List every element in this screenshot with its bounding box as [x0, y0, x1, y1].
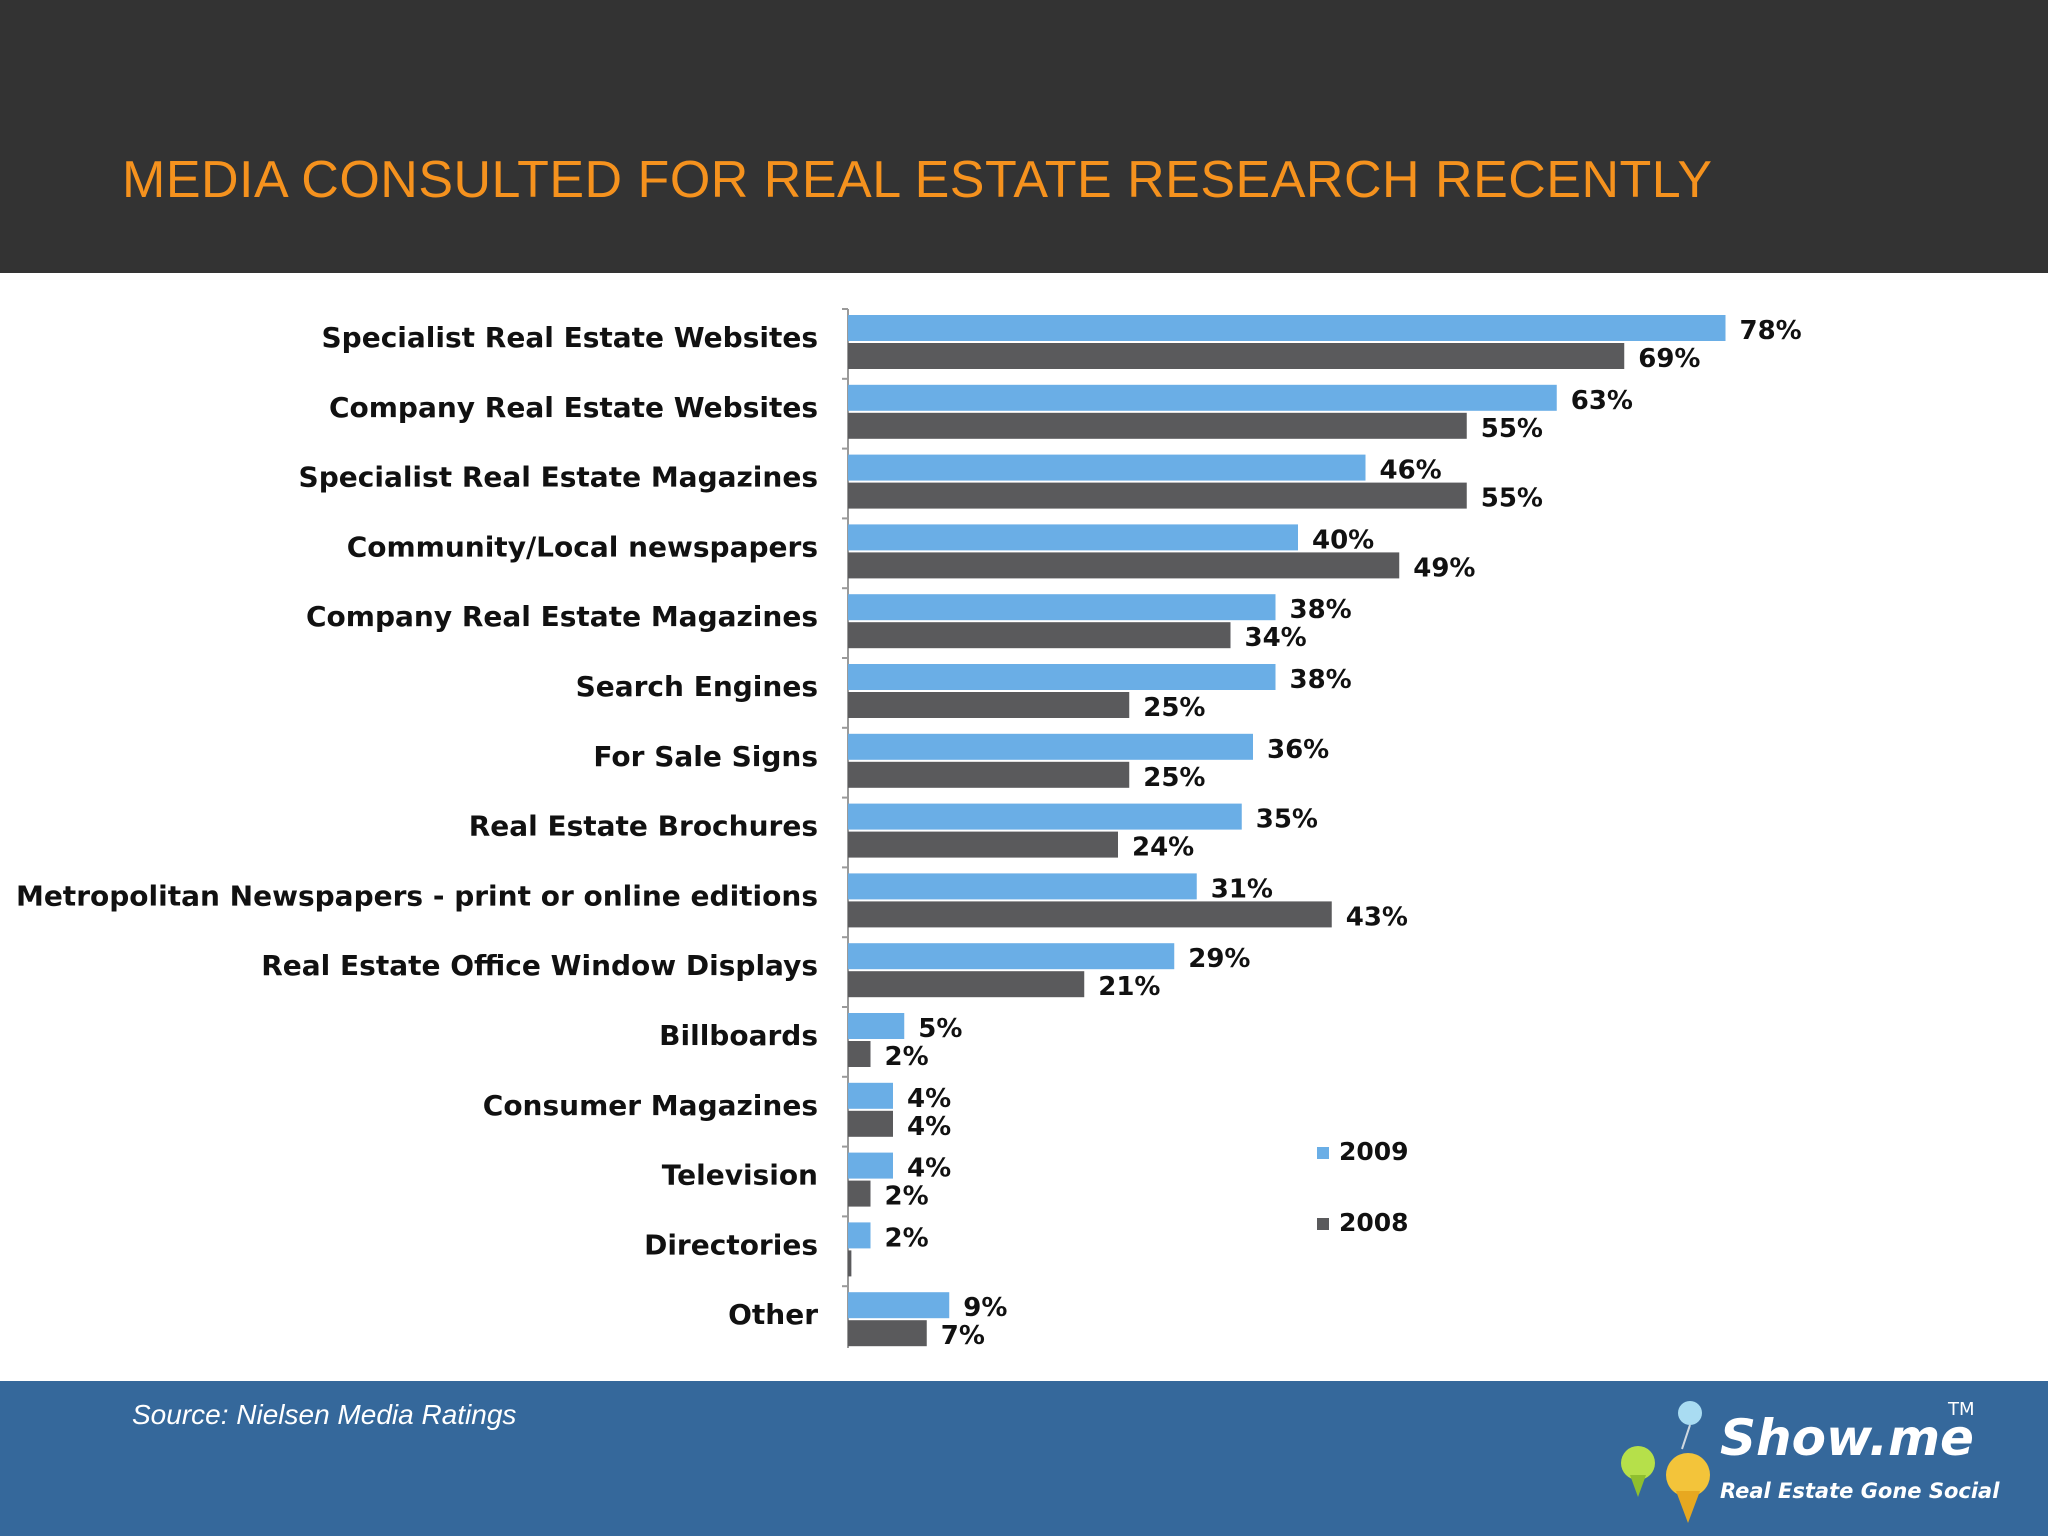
data-label-2009: 38% — [1290, 595, 1352, 625]
legend-swatch-2008 — [1317, 1218, 1329, 1230]
category-label: For Sale Signs — [593, 740, 818, 773]
bar-2009 — [848, 1292, 950, 1319]
bar-2008 — [848, 552, 1400, 579]
data-label-2009: 38% — [1290, 665, 1352, 695]
data-label-2008: 21% — [1098, 972, 1160, 1002]
legend-label-2008: 2008 — [1339, 1208, 1409, 1237]
bar-2008 — [848, 971, 1085, 998]
bar-2008 — [848, 1320, 927, 1347]
category-label: Television — [662, 1159, 818, 1192]
data-label-2008: 49% — [1413, 553, 1475, 583]
category-label: Billboards — [659, 1019, 818, 1052]
data-label-2008: 2% — [885, 1182, 929, 1212]
data-label-2009: 46% — [1380, 456, 1442, 486]
trademark-mark: TM — [1948, 1399, 1975, 1420]
show-me-logo: Show.me Real Estate Gone Social TM — [1618, 1399, 1999, 1529]
bar-2009 — [848, 1152, 893, 1179]
bar-2008 — [848, 901, 1332, 928]
data-label-2009: 29% — [1188, 944, 1250, 974]
bar-2008 — [848, 1250, 852, 1277]
bar-2008 — [848, 1041, 871, 1067]
bar-2008 — [848, 343, 1625, 369]
data-label-2008: 43% — [1346, 902, 1408, 932]
balloon-icon — [1621, 1401, 1710, 1523]
source-note: Source: Nielsen Media Ratings — [132, 1399, 517, 1430]
data-label-2009: 78% — [1740, 316, 1802, 346]
bar-2009 — [848, 1222, 871, 1249]
logo-tagline: Real Estate Gone Social — [1720, 1479, 2000, 1503]
category-label: Community/Local newspapers — [347, 530, 818, 563]
data-label-2009: 35% — [1256, 805, 1318, 835]
bar-2008 — [848, 1110, 893, 1137]
data-label-2008: 4% — [907, 1112, 951, 1142]
bar-2008 — [848, 692, 1130, 718]
data-label-2008: 55% — [1481, 484, 1543, 514]
data-label-2009: 4% — [907, 1154, 951, 1184]
category-label: Directories — [644, 1228, 818, 1261]
category-label: Other — [728, 1298, 818, 1331]
category-label: Specialist Real Estate Websites — [322, 321, 819, 354]
bar-2008 — [848, 482, 1467, 509]
category-label: Company Real Estate Magazines — [306, 600, 818, 633]
category-label: Real Estate Office Window Displays — [261, 949, 818, 982]
bar-2009 — [848, 733, 1253, 760]
bar-2008 — [848, 622, 1231, 649]
data-label-2008: 24% — [1132, 833, 1194, 863]
bar-2009 — [848, 384, 1557, 411]
legend-swatch-2009 — [1317, 1147, 1329, 1159]
data-label-2008: 55% — [1481, 414, 1543, 444]
data-label-2008: 7% — [941, 1321, 985, 1351]
bar-2009 — [848, 454, 1366, 481]
bar-2009 — [848, 1082, 893, 1109]
bar-2009 — [848, 1013, 905, 1039]
bar-2008 — [848, 412, 1467, 439]
category-label: Consumer Magazines — [483, 1089, 818, 1122]
category-label: Real Estate Brochures — [469, 810, 818, 843]
bar-2008 — [848, 831, 1118, 858]
footer-bar: Source: Nielsen Media Ratings Show.me Re… — [0, 1381, 2048, 1536]
data-label-2008: 34% — [1245, 623, 1307, 653]
bar-2008 — [848, 1180, 871, 1207]
category-label: Specialist Real Estate Magazines — [299, 461, 818, 494]
bar-2008 — [848, 761, 1130, 788]
data-label-2009: 2% — [885, 1223, 929, 1253]
data-label-2009: 40% — [1312, 525, 1374, 555]
bar-2009 — [848, 524, 1298, 551]
header-bar: MEDIA CONSULTED FOR REAL ESTATE RESEARCH… — [0, 0, 2048, 273]
data-label-2009: 63% — [1571, 386, 1633, 416]
data-label-2009: 4% — [907, 1084, 951, 1114]
data-label-2009: 36% — [1267, 735, 1329, 765]
category-label: Company Real Estate Websites — [329, 391, 818, 424]
bar-chart: Specialist Real Estate Websites 78% 69% Com… — [16, 308, 1802, 1351]
data-label-2009: 9% — [963, 1293, 1007, 1323]
data-label-2009: 31% — [1211, 874, 1273, 904]
data-label-2008: 25% — [1143, 763, 1205, 793]
data-label-2008: 25% — [1143, 693, 1205, 723]
data-label-2008: 69% — [1638, 344, 1700, 374]
bar-2009 — [848, 943, 1175, 970]
slide-title: MEDIA CONSULTED FOR REAL ESTATE RESEARCH… — [122, 151, 1713, 209]
data-label-2009: 5% — [918, 1014, 962, 1044]
legend-label-2009: 2009 — [1339, 1137, 1409, 1166]
bar-2009 — [848, 873, 1197, 900]
bar-2009 — [848, 594, 1276, 621]
bar-2009 — [848, 664, 1276, 690]
category-label: Search Engines — [576, 670, 818, 703]
category-label: Metropolitan Newspapers - print or onlin… — [16, 879, 818, 912]
bar-2009 — [848, 315, 1726, 341]
logo-name: Show.me — [1720, 1409, 1974, 1467]
bar-2009 — [848, 803, 1242, 830]
data-label-2008: 2% — [885, 1042, 929, 1072]
chart-area: Specialist Real Estate Websites 78% 69% Com… — [0, 273, 2048, 1381]
